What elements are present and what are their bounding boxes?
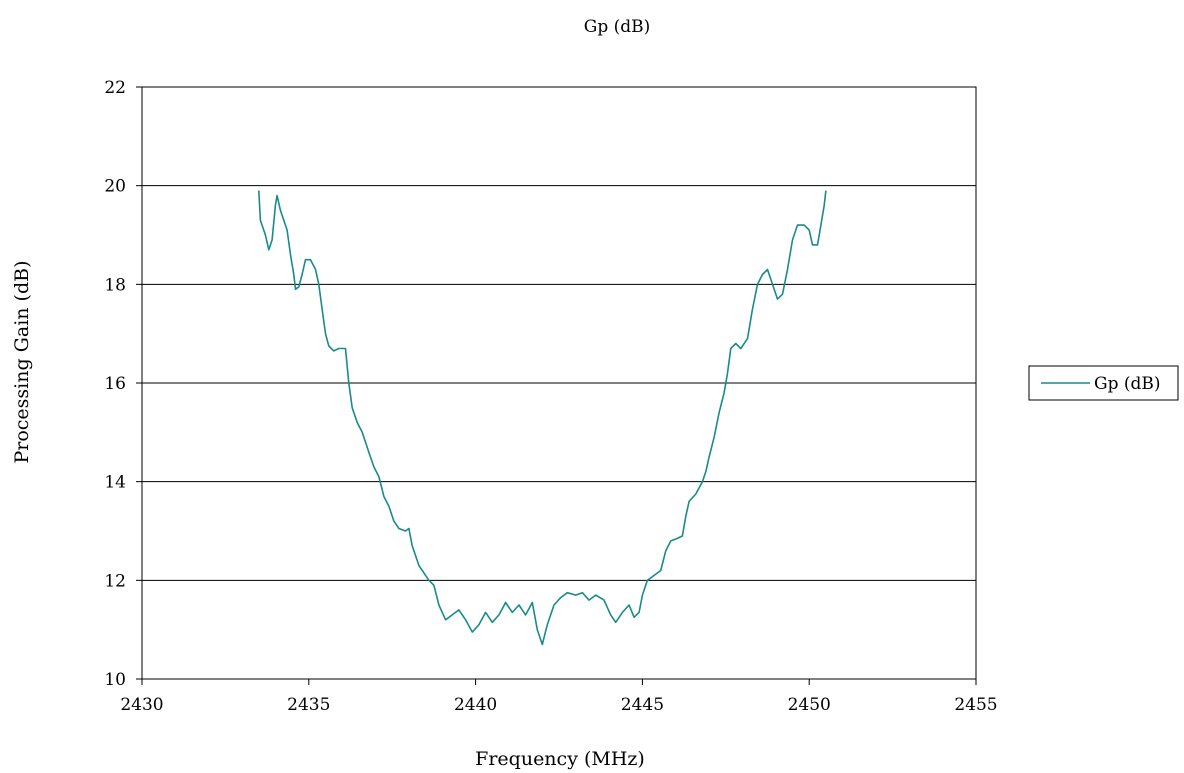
x-axis-ticks: 2430 2435 2440 2445 2450 2455 (120, 679, 998, 715)
x-tick-label: 2445 (621, 695, 664, 715)
legend-entry-label: Gp (dB) (1094, 374, 1161, 394)
legend: Gp (dB) (1028, 365, 1179, 401)
y-tick-label: 20 (104, 177, 126, 197)
x-tick-label: 2430 (120, 695, 163, 715)
x-tick-label: 2455 (954, 695, 997, 715)
y-tick-label: 18 (104, 275, 126, 295)
y-axis-ticks: 10 12 14 16 18 20 22 (104, 78, 142, 690)
x-axis-label: Frequency (MHz) (475, 748, 645, 770)
series-line-gp (258, 190, 827, 646)
chart-title: Gp (dB) (584, 17, 651, 37)
gridlines (142, 86, 976, 680)
y-tick-label: 14 (104, 473, 126, 493)
x-tick-label: 2435 (287, 695, 330, 715)
y-tick-label: 10 (104, 670, 126, 690)
series-layer (258, 190, 827, 646)
y-tick-label: 22 (104, 78, 126, 98)
x-tick-label: 2450 (788, 695, 831, 715)
x-tick-label: 2440 (454, 695, 497, 715)
y-axis-label: Processing Gain (dB) (11, 260, 33, 463)
y-tick-label: 16 (104, 374, 126, 394)
y-tick-label: 12 (104, 571, 126, 591)
